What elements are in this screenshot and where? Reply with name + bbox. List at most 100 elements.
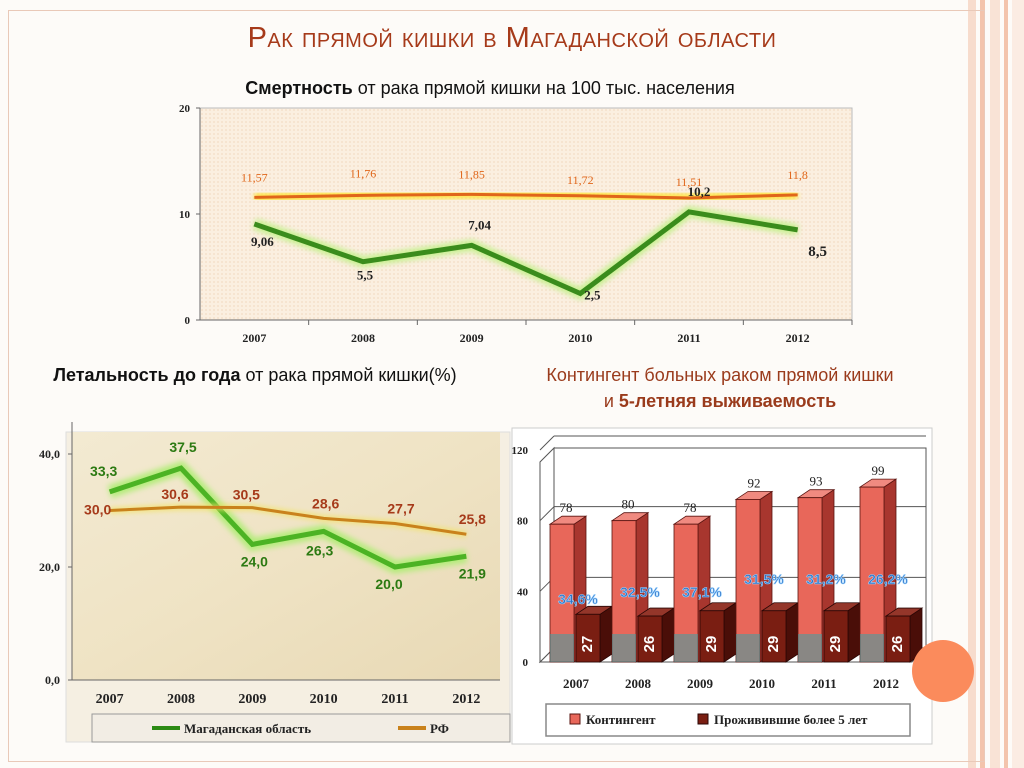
mortality-magadan-data-label: 2,5: [584, 288, 601, 303]
lethality-x-tick-label: 2009: [238, 692, 266, 707]
survived-value-label: 29: [765, 636, 782, 653]
mortality-x-tick-label: 2009: [460, 331, 484, 345]
mortality-x-tick-label: 2011: [677, 331, 700, 345]
contingent-grid-diag: [539, 435, 555, 451]
mortality-magadan-line: [253, 209, 799, 297]
lethality-x-tick-label: 2012: [452, 692, 480, 707]
lethality-chart: 0,0 20,0 40,0 2007 2008 2009 2010 2011 2012 33,3 3…: [39, 422, 511, 743]
slide-border: [8, 10, 985, 762]
survived-bar-side: [847, 602, 861, 663]
contingent-y-tick-label: 120: [512, 445, 529, 457]
mortality-magadan-data-label: 8,5: [808, 244, 827, 260]
lethality-x-tick-label: 2007: [96, 692, 124, 707]
survived-value-label: 27: [579, 636, 596, 653]
lethality-x-tick-label: 2011: [381, 692, 408, 707]
lethality-chart-title: Летальность до года от рака прямой кишки…: [40, 362, 470, 388]
contingent-y-tick-label: 0: [523, 657, 529, 669]
mortality-magadan-data-label: 7,04: [468, 217, 491, 232]
contingent-x-tick-label: 2009: [687, 676, 714, 691]
contingent-y-tick-label: 80: [517, 516, 529, 528]
lethality-rf-data-label: 30,0: [84, 502, 111, 518]
survival-percent-label: 26,2%: [868, 571, 908, 587]
lethality-magadan-data-label: 33,3: [90, 463, 117, 479]
contingent-title-bold: 5-летняя выживаемость: [618, 391, 837, 411]
contingent-chart: 0 40 80 120 78 27 34,6% 2007 80 26 32,5% 2008 78 29 37…: [511, 427, 933, 745]
lethality-y-tick-label: 20,0: [39, 560, 60, 574]
contingent-value-label: 99: [872, 463, 885, 478]
mortality-plot-area: [199, 107, 853, 321]
mortality-magadan-data-label: 10,2: [688, 184, 711, 199]
mortality-magadan-data-label: 5,5: [357, 268, 374, 283]
survived-value-label: 29: [827, 636, 844, 653]
survived-bar: [637, 615, 663, 663]
contingent-legend-label: Контингент: [586, 712, 656, 727]
lethality-legend-label-rf: РФ: [430, 721, 449, 736]
lethality-y-tick-label: 40,0: [39, 447, 60, 461]
lethality-y-tick-label: 0,0: [45, 673, 60, 687]
contingent-bar-highlight: [860, 634, 884, 662]
mortality-x-tick-label: 2007: [242, 331, 266, 345]
contingent-x-tick-label: 2008: [625, 676, 652, 691]
survived-bar-side: [785, 602, 799, 663]
survival-percent-label: 34,6%: [558, 591, 598, 607]
contingent-bar-highlight: [550, 634, 574, 662]
mortality-x-tick-label: 2008: [351, 331, 375, 345]
mortality-rf-data-label: 11,8: [787, 168, 808, 182]
decorative-circle: [912, 640, 974, 702]
contingent-x-tick-label: 2012: [873, 676, 899, 691]
lethality-magadan-data-label: 20,0: [375, 576, 402, 592]
survived-bar: [575, 613, 601, 663]
mortality-y-tick-label: 20: [179, 103, 191, 115]
lethality-x-tick-label: 2010: [310, 692, 338, 707]
contingent-legend: Контингент Проживившие более 5 лет: [545, 703, 911, 737]
survived-bar: [885, 615, 911, 663]
contingent-bar: [859, 486, 885, 663]
mortality-y-tick-label: 10: [179, 209, 191, 221]
contingent-value-label: 80: [622, 497, 635, 512]
survived-bar-side: [661, 607, 675, 663]
contingent-legend-box: [545, 703, 911, 737]
contingent-grid-diag: [539, 506, 555, 522]
survived-bar: [699, 610, 725, 663]
mortality-rf-data-label: 11,57: [241, 170, 268, 184]
lethality-magadan-data-label: 26,3: [306, 542, 333, 558]
mortality-y-tick-label: 0: [185, 315, 191, 327]
contingent-bar-highlight: [674, 634, 698, 662]
survived-bar-side: [723, 602, 737, 663]
lethality-magadan-data-label: 21,9: [459, 565, 486, 581]
contingent-bar-highlight: [798, 634, 822, 662]
mortality-rf-data-label: 11,76: [350, 166, 377, 180]
contingent-value-label: 92: [748, 475, 761, 490]
lethality-rf-line: [109, 505, 467, 536]
lethality-rf-data-label: 30,5: [233, 487, 260, 503]
lethality-rf-data-label: 25,8: [459, 511, 486, 527]
contingent-bar-highlight: [736, 634, 760, 662]
contingent-x-tick-label: 2010: [749, 676, 775, 691]
mortality-rf-line: [254, 192, 798, 200]
mortality-rf-data-label: 11,72: [567, 173, 594, 187]
survived-value-label: 29: [703, 636, 720, 653]
lethality-legend-label-magadan: Магаданская область: [184, 721, 311, 736]
contingent-y-tick-label: 40: [517, 586, 529, 598]
contingent-x-tick-label: 2007: [563, 676, 590, 691]
contingent-chart-title: Контингент больных раком прямой кишки и 5…: [500, 362, 940, 414]
lethality-legend: Магаданская область РФ: [91, 713, 511, 743]
survival-percent-label: 31,2%: [806, 571, 846, 587]
mortality-title-bold: Смертность: [245, 78, 353, 98]
mortality-chart: 0 10 20 2007 2008 2009 2010 2011 2012 11,57 11,76 1…: [179, 103, 853, 345]
mortality-chart-title: Смертность от рака прямой кишки на 100 т…: [0, 78, 980, 99]
contingent-x-tick-label: 2011: [811, 676, 836, 691]
lethality-rf-data-label: 30,6: [161, 486, 188, 502]
lethality-x-tick-label: 2008: [167, 692, 195, 707]
mortality-rf-data-label: 11,85: [458, 167, 485, 181]
contingent-value-label: 78: [684, 500, 697, 515]
lethality-magadan-line: [108, 465, 467, 570]
survived-legend-swatch: [697, 713, 709, 725]
contingent-value-label: 93: [810, 474, 823, 489]
contingent-title-line1: Контингент больных раком прямой кишки: [546, 365, 894, 385]
lethality-magadan-data-label: 24,0: [241, 553, 268, 569]
contingent-legend-swatch: [569, 713, 581, 725]
mortality-x-tick-label: 2010: [568, 331, 592, 345]
lethality-title-bold: Летальность до года: [53, 365, 241, 385]
